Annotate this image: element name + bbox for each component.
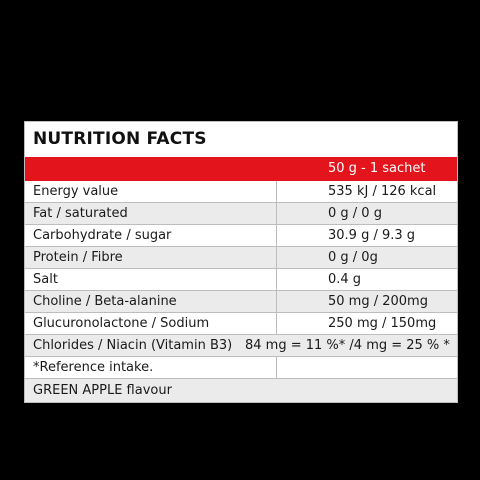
row-label: Chlorides / Niacin (Vitamin B3) [33, 338, 233, 353]
nutrition-facts-card: NUTRITION FACTS 50 g - 1 sachet Energy v… [24, 121, 458, 403]
row-label: Protein / Fibre [33, 250, 123, 265]
table-row-choline: Choline / Beta-alanine 50 mg / 200mg [24, 291, 458, 313]
serving-size: 50 g - 1 sachet [328, 161, 426, 176]
table-row-flavour: GREEN APPLE flavour [24, 379, 458, 403]
row-value: 0 g / 0 g [328, 206, 382, 221]
row-label: Glucuronolactone / Sodium [33, 316, 210, 331]
row-value: 250 mg / 150mg [328, 316, 437, 331]
row-value: 84 mg = 11 %* /4 mg = 25 % * [245, 338, 450, 353]
row-value: 0.4 g [328, 272, 362, 287]
serving-header-bar: 50 g - 1 sachet [24, 157, 458, 181]
column-divider [276, 181, 277, 335]
row-label: Carbohydrate / sugar [33, 228, 172, 243]
row-label: Energy value [33, 184, 119, 199]
table-row-chlorides: Chlorides / Niacin (Vitamin B3) 84 mg = … [24, 335, 458, 357]
table-row-fat: Fat / saturated 0 g / 0 g [24, 203, 458, 225]
table-row-salt: Salt 0.4 g [24, 269, 458, 291]
flavour-label: GREEN APPLE flavour [33, 383, 172, 398]
table-row-protein: Protein / Fibre 0 g / 0g [24, 247, 458, 269]
table-row-reference-note: *Reference intake. [24, 357, 458, 379]
table-row-energy: Energy value 535 kJ / 126 kcal [24, 181, 458, 203]
table-row-glucuronolactone: Glucuronolactone / Sodium 250 mg / 150mg [24, 313, 458, 335]
row-label: Salt [33, 272, 58, 287]
row-value: 535 kJ / 126 kcal [328, 184, 437, 199]
row-value: 0 g / 0g [328, 250, 378, 265]
nutrition-title: NUTRITION FACTS [33, 129, 207, 149]
row-label: Fat / saturated [33, 206, 128, 221]
column-divider [276, 357, 277, 379]
row-value: 30.9 g / 9.3 g [328, 228, 416, 243]
row-value: 50 mg / 200mg [328, 294, 428, 309]
row-label: Choline / Beta-alanine [33, 294, 177, 309]
table-row-carbohydrate: Carbohydrate / sugar 30.9 g / 9.3 g [24, 225, 458, 247]
reference-note: *Reference intake. [33, 360, 154, 375]
